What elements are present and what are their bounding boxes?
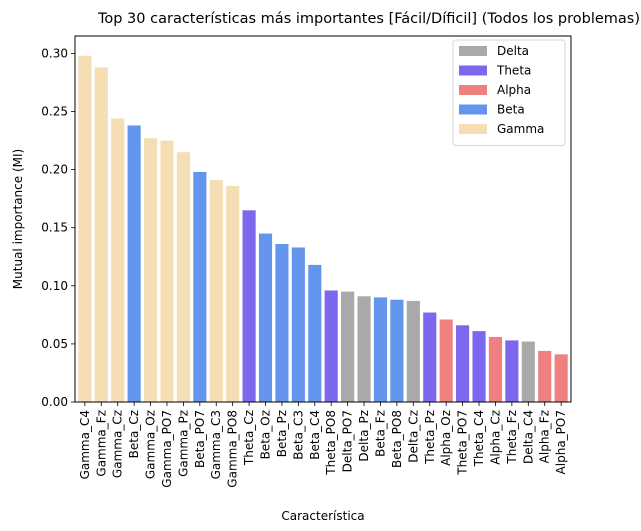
bar-theta-po7	[456, 325, 470, 402]
x-tick-label: Theta_Cz	[242, 410, 256, 466]
y-tick-label: 0.20	[41, 163, 68, 177]
x-axis-label: Característica	[281, 509, 364, 523]
x-tick-label: Theta_PO8	[324, 410, 338, 476]
x-tick-label: Theta_Fz	[505, 410, 519, 465]
y-tick-label: 0.25	[41, 105, 68, 119]
x-tick-label: Delta_PO7	[341, 410, 355, 472]
plot-frame	[74, 35, 572, 403]
x-tick-label: Beta_C4	[308, 410, 322, 460]
bar-beta-pz	[275, 243, 289, 402]
bar-delta-c4	[521, 341, 535, 402]
bar-gamma-po8	[226, 185, 240, 402]
bar-gamma-po7	[160, 140, 174, 402]
bar-gamma-cz	[111, 118, 125, 402]
x-tick-label: Beta_Oz	[259, 410, 273, 459]
legend: Delta Theta Alpha Beta Gamma	[452, 39, 566, 146]
y-axis-label: Mutual importance (MI)	[11, 149, 25, 289]
legend-label-theta: Theta	[496, 64, 531, 78]
bar-delta-cz	[406, 300, 420, 402]
bar-delta-po7	[341, 291, 355, 402]
bar-gamma-c4	[78, 55, 92, 402]
y-tick-label: 0.05	[41, 337, 68, 351]
x-axis: Gamma_C4 Gamma_Fz Gamma_Cz Beta_Cz Gamma_Oz G…	[78, 402, 568, 488]
y-tick-label: 0.15	[41, 221, 68, 235]
legend-swatch-beta	[459, 104, 487, 115]
bar-gamma-fz	[94, 67, 108, 403]
x-tick-label: Theta_Pz	[423, 410, 437, 465]
x-tick-label: Beta_PO8	[390, 410, 404, 468]
bar-beta-oz	[258, 233, 273, 402]
x-tick-label: Gamma_PO8	[226, 410, 240, 488]
x-tick-label: Gamma_Fz	[94, 410, 108, 477]
bar-alpha-fz	[538, 350, 552, 402]
y-tick-label: 0.30	[41, 46, 68, 60]
bar-alpha-po7	[554, 354, 568, 402]
legend-swatch-alpha	[459, 85, 487, 95]
legend-swatch-theta	[459, 65, 487, 76]
chart-title: Top 30 características más importantes […	[97, 11, 640, 27]
y-tick-label: 0.10	[41, 279, 68, 293]
bar-beta-fz	[373, 297, 388, 402]
x-tick-label: Beta_Cz	[127, 410, 141, 458]
bar-beta-cz	[127, 125, 141, 402]
bar-beta-c4	[308, 264, 322, 402]
bar-theta-pz	[423, 312, 437, 402]
bar-alpha-cz	[488, 336, 503, 402]
x-tick-label: Delta_C4	[521, 410, 535, 464]
legend-label-alpha: Alpha	[497, 83, 531, 97]
x-tick-label: Gamma_C3	[209, 410, 223, 479]
x-tick-label: Gamma_C4	[78, 410, 92, 479]
bar-gamma-c3	[209, 180, 223, 402]
x-tick-label: Beta_Fz	[373, 410, 387, 457]
x-tick-label: Theta_C4	[472, 410, 486, 467]
x-tick-label: Alpha_PO7	[554, 410, 568, 474]
legend-label-gamma: Gamma	[497, 122, 544, 136]
x-tick-label: Gamma_Oz	[144, 410, 158, 479]
legend-label-delta: Delta	[497, 44, 529, 58]
bar-theta-fz	[505, 340, 519, 402]
x-tick-label: Alpha_Fz	[538, 410, 552, 463]
x-tick-label: Alpha_Oz	[439, 410, 453, 466]
legend-label-beta: Beta	[497, 103, 525, 117]
x-tick-label: Theta_PO7	[456, 410, 470, 476]
x-tick-label: Alpha_Cz	[488, 410, 502, 465]
bar-theta-cz	[242, 210, 256, 402]
x-tick-label: Gamma_Pz	[176, 410, 190, 477]
bar-beta-c3	[291, 247, 305, 402]
x-tick-label: Beta_PO7	[193, 410, 207, 468]
bars-group	[78, 55, 568, 403]
x-tick-label: Gamma_Cz	[111, 410, 125, 478]
bar-theta-po8	[324, 290, 338, 402]
x-tick-label: Beta_Pz	[275, 410, 289, 457]
bar-delta-pz	[357, 296, 371, 402]
x-tick-label: Beta_C3	[291, 410, 305, 460]
x-tick-label: Delta_Cz	[406, 410, 420, 463]
bar-beta-po8	[390, 299, 404, 402]
legend-swatch-gamma	[459, 124, 487, 134]
y-tick-label: 0.00	[41, 395, 68, 409]
bar-gamma-oz	[143, 138, 158, 402]
bar-alpha-oz	[439, 319, 453, 402]
bar-beta-po7	[193, 171, 207, 402]
bar-gamma-pz	[176, 152, 190, 402]
x-tick-label: Delta_Pz	[357, 410, 371, 462]
y-axis: 0.00 0.05 0.10 0.15 0.20 0.25 0.30	[41, 46, 75, 409]
legend-swatch-delta	[459, 46, 487, 56]
bar-theta-c4	[472, 331, 486, 402]
x-tick-label: Gamma_PO7	[160, 410, 174, 488]
